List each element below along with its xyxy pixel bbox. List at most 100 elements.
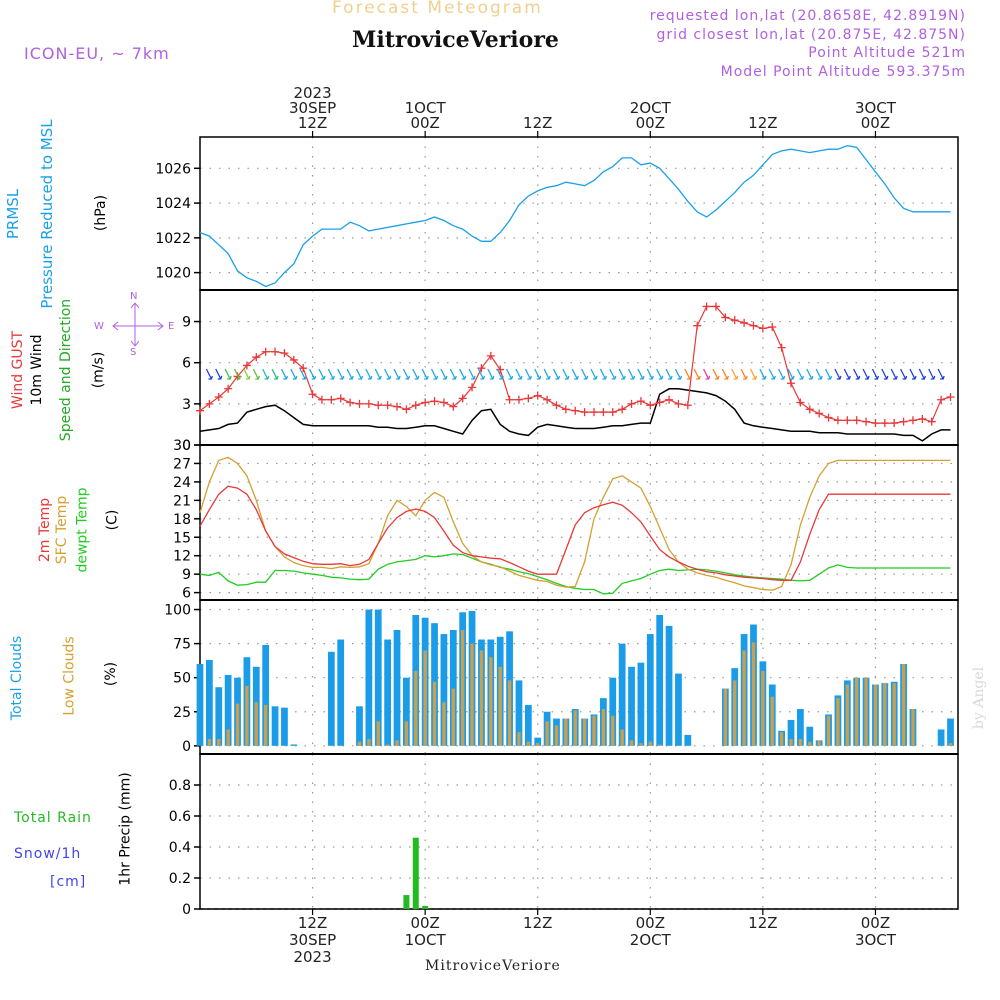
wind-direction-arrow bbox=[562, 368, 570, 380]
wind-direction-arrow bbox=[928, 368, 936, 380]
gust-marker bbox=[880, 419, 889, 428]
low-cloud-bar bbox=[864, 677, 868, 746]
total-cloud-bar bbox=[806, 726, 814, 746]
gust-marker bbox=[571, 406, 580, 415]
low-cloud-bar bbox=[892, 683, 896, 746]
low-cloud-bar bbox=[554, 725, 559, 746]
bottom-time-label: 3OCT bbox=[855, 931, 897, 949]
gust-marker bbox=[505, 395, 514, 404]
gust-marker bbox=[355, 399, 364, 408]
gust-marker bbox=[740, 318, 749, 327]
y-tick-label: 1024 bbox=[155, 196, 191, 212]
wind-direction-arrow bbox=[440, 368, 448, 380]
wind-direction-arrow bbox=[627, 368, 636, 380]
low-cloud-bar bbox=[836, 698, 840, 746]
y-tick-label: 0 bbox=[182, 438, 191, 454]
low-cloud-bar bbox=[611, 715, 615, 746]
panel-frame bbox=[199, 753, 959, 910]
wind-direction-arrow bbox=[243, 368, 251, 380]
total-cloud-bar bbox=[609, 677, 617, 746]
low-cloud-bar bbox=[489, 657, 493, 746]
y-tick-label: 0 bbox=[182, 739, 191, 755]
wind-direction-arrow bbox=[674, 368, 683, 380]
top-time-label: 2023 bbox=[293, 84, 331, 102]
bottom-time-label: 00Z bbox=[636, 914, 665, 932]
low-cloud-bar bbox=[723, 688, 728, 746]
wind-direction-arrow bbox=[749, 368, 758, 380]
low-cloud-bar bbox=[817, 740, 821, 746]
low-cloud-bar bbox=[601, 709, 606, 746]
wind-direction-arrow bbox=[412, 368, 420, 380]
gust-marker bbox=[196, 406, 204, 415]
total-cloud-bar bbox=[515, 680, 523, 746]
low-cloud-bar bbox=[808, 741, 812, 746]
wind-direction-arrow bbox=[806, 368, 814, 380]
requested-coords: requested lon,lat (20.8658E, 42.8919N) bbox=[649, 8, 966, 24]
low-cloud-bar bbox=[367, 739, 371, 746]
wind-direction-arrow bbox=[374, 368, 382, 380]
rain-bar bbox=[412, 837, 419, 909]
wind-direction-arrow bbox=[571, 368, 579, 380]
gust-marker bbox=[514, 395, 523, 404]
pressure-line bbox=[199, 145, 951, 288]
low-cloud-bar bbox=[470, 643, 474, 746]
total-cloud-bar bbox=[797, 709, 804, 746]
low-cloud-bar bbox=[911, 709, 915, 746]
wind-direction-arrow bbox=[252, 368, 260, 380]
gust-marker bbox=[937, 395, 946, 404]
point-altitude: Point Altitude 521m bbox=[808, 45, 966, 61]
total-cloud-bar bbox=[534, 737, 542, 746]
gust-marker bbox=[280, 349, 289, 358]
wind-direction-arrow bbox=[881, 368, 889, 380]
gust-marker bbox=[393, 402, 402, 411]
low-cloud-bar bbox=[845, 684, 849, 746]
bottom-time-label: 00Z bbox=[410, 914, 439, 932]
total-cloud-bar bbox=[656, 614, 664, 746]
total-cloud-bar bbox=[637, 662, 645, 746]
low-cloud-bar bbox=[460, 629, 465, 746]
y-tick-label: 0.6 bbox=[169, 809, 191, 825]
gust-marker bbox=[646, 401, 655, 410]
bottom-time-label: 2OCT bbox=[630, 931, 672, 949]
wind-direction-arrow bbox=[290, 368, 298, 380]
wind-direction-arrow bbox=[815, 368, 823, 380]
low-cloud-bar bbox=[507, 680, 512, 746]
wind-direction-arrow bbox=[796, 368, 805, 380]
gust-marker bbox=[561, 405, 570, 414]
gust-marker bbox=[674, 399, 683, 408]
wind-direction-arrow bbox=[787, 368, 795, 380]
low-cloud-bar bbox=[432, 681, 437, 746]
gust-marker bbox=[815, 409, 824, 418]
model-label: ICON-EU, ~ 7km bbox=[24, 44, 170, 63]
wind-direction-arrow bbox=[299, 368, 307, 380]
gust-marker bbox=[383, 401, 392, 410]
gust-marker bbox=[364, 399, 373, 408]
total-cloud-bar bbox=[618, 643, 626, 746]
top-time-label: 12Z bbox=[748, 114, 777, 132]
gust-marker bbox=[627, 399, 636, 408]
wind-direction-arrow bbox=[308, 368, 317, 380]
top-time-label: 12Z bbox=[298, 114, 327, 132]
y-tick-label: 27 bbox=[173, 456, 191, 472]
wind-direction-arrow bbox=[496, 368, 504, 380]
y-tick-label: 6 bbox=[182, 356, 191, 372]
wind-direction-arrow bbox=[609, 368, 617, 380]
low-cloud-bar bbox=[751, 642, 756, 746]
low-cloud-bar bbox=[376, 721, 380, 746]
low-cloud-bar bbox=[573, 710, 577, 746]
gust-marker bbox=[655, 398, 664, 407]
y-tick-label: 0.8 bbox=[169, 778, 191, 794]
gust-marker bbox=[533, 391, 542, 400]
wind-direction-arrow bbox=[515, 368, 523, 380]
gust-marker bbox=[468, 383, 477, 392]
wind-direction-arrow bbox=[552, 368, 561, 380]
total-cloud-bar bbox=[628, 666, 635, 746]
gust-marker bbox=[271, 347, 280, 356]
total-cloud-bar bbox=[365, 609, 373, 746]
wind-direction-arrow bbox=[871, 368, 880, 380]
gust-marker bbox=[871, 419, 880, 428]
gust-marker bbox=[946, 392, 955, 401]
low-cloud-bar bbox=[901, 664, 906, 746]
top-time-label: 00Z bbox=[410, 114, 439, 132]
low-cloud-bar bbox=[517, 732, 521, 746]
